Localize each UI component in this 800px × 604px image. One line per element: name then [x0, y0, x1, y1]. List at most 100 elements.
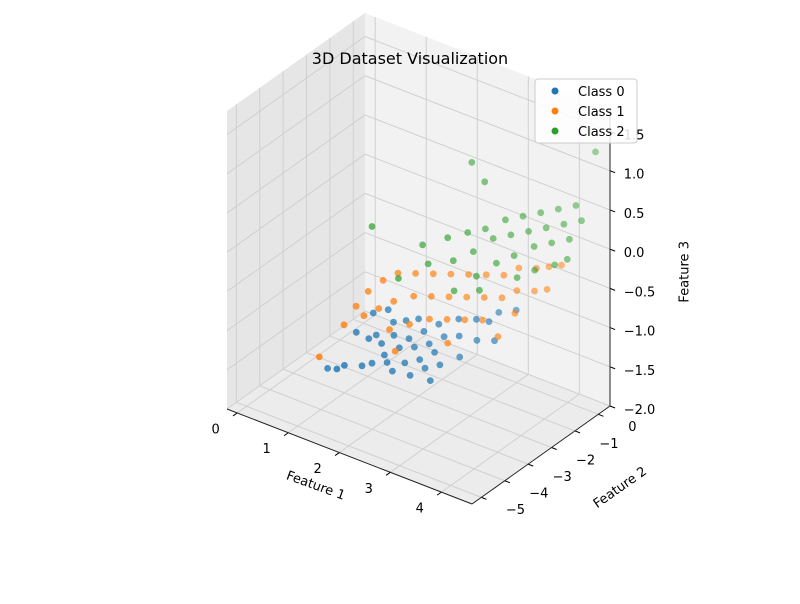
- data-point-class-0: [473, 336, 481, 344]
- gridline-x: [287, 334, 427, 434]
- data-point-class-1: [447, 270, 455, 278]
- gridline-z: [364, 232, 611, 329]
- data-point-class-2: [502, 216, 509, 224]
- tick-mark-x: [334, 452, 340, 456]
- data-point-class-2: [468, 159, 476, 166]
- data-point-class-0: [495, 309, 503, 316]
- gridline-z: [226, 232, 366, 331]
- data-point-class-0: [421, 364, 429, 372]
- data-point-class-1: [515, 264, 523, 272]
- data-point-class-0: [406, 372, 414, 379]
- z-axis-label: Feature 3: [677, 241, 692, 303]
- gridline-x: [339, 354, 478, 453]
- data-point-class-0: [401, 359, 409, 367]
- tick-mark-x: [385, 471, 391, 476]
- data-point-class-1: [444, 339, 452, 347]
- tick-mark-x: [436, 491, 442, 496]
- data-point-class-1: [428, 293, 435, 300]
- gridline-z: [226, 36, 366, 135]
- gridline-z: [364, 192, 611, 289]
- pane-left: [227, 13, 365, 409]
- data-point-class-1: [445, 293, 453, 301]
- tick-mark-z: [609, 287, 616, 291]
- tick-mark-z: [609, 248, 616, 252]
- data-point-class-2: [519, 212, 527, 220]
- data-point-class-2: [554, 205, 562, 213]
- data-point-class-2: [473, 272, 480, 280]
- tick-labels: 0 1 2 3 4 −5 −4 −3 −2 −1 0 −2.0 −1.5 −1.0 −0.5 0.0 0.5 1.…: [212, 129, 656, 519]
- data-point-class-1: [386, 326, 393, 333]
- data-point-class-0: [341, 362, 348, 369]
- data-point-class-0: [455, 332, 463, 340]
- data-point-class-0: [435, 320, 443, 328]
- legend-label-class-0: Class 0: [578, 85, 625, 100]
- data-point-class-1: [394, 269, 402, 277]
- gridline-z: [364, 114, 611, 211]
- legend-marker-class-2: [551, 127, 559, 135]
- data-point-class-2: [531, 266, 539, 274]
- data-point-class-1: [406, 320, 413, 328]
- data-point-class-1: [498, 294, 506, 302]
- y-tick-label: −3: [553, 470, 572, 485]
- legend-label-class-2: Class 2: [578, 125, 625, 140]
- gridline-z: [364, 153, 611, 250]
- x-tick-label: 3: [365, 482, 373, 497]
- data-point-class-2: [449, 257, 457, 265]
- data-point-class-0: [372, 331, 380, 339]
- data-point-class-2: [551, 261, 559, 269]
- data-point-class-0: [455, 315, 463, 323]
- data-point-class-1: [500, 271, 508, 279]
- data-point-class-0: [416, 356, 424, 363]
- data-point-class-0: [426, 377, 434, 384]
- data-point-class-2: [542, 224, 550, 232]
- data-point-class-1: [465, 271, 472, 278]
- data-point-class-0: [456, 353, 464, 361]
- data-point-class-2: [368, 223, 376, 230]
- data-point-class-2: [493, 259, 500, 267]
- x-axis-line: [226, 408, 473, 505]
- tick-mark-z: [609, 209, 616, 213]
- data-point-class-2: [513, 274, 521, 281]
- data-point-class-2: [482, 225, 489, 233]
- data-point-class-1: [511, 309, 519, 317]
- z-tick-label: −1.0: [624, 325, 656, 340]
- data-point-class-2: [419, 241, 426, 249]
- data-point-class-0: [440, 333, 448, 341]
- tick-mark-x: [283, 432, 289, 437]
- data-point-class-0: [485, 318, 493, 325]
- gridline-z: [364, 75, 611, 172]
- data-point-class-1: [480, 294, 488, 301]
- legend: Class 0 Class 1 Class 2: [534, 78, 638, 144]
- data-point-class-0: [436, 361, 444, 369]
- data-point-class-1: [531, 287, 538, 295]
- data-point-class-1: [364, 288, 372, 295]
- z-tick-label: −0.5: [624, 285, 656, 300]
- axis-lines: [226, 108, 616, 505]
- data-point-class-0: [368, 359, 376, 367]
- data-point-class-2: [530, 243, 538, 250]
- data-point-class-1: [352, 302, 360, 310]
- data-point-class-1: [443, 316, 451, 323]
- data-point-class-1: [391, 347, 399, 355]
- y-axis-line: [471, 405, 611, 505]
- data-point-class-1: [543, 286, 551, 293]
- data-point-class-1: [482, 271, 490, 279]
- data-point-class-2: [592, 148, 599, 156]
- tick-mark-y: [574, 430, 581, 434]
- data-point-class-2: [395, 275, 402, 282]
- data-point-class-0: [389, 367, 396, 375]
- x-tick-label: 2: [314, 462, 322, 477]
- gridline-z: [226, 114, 366, 214]
- y-tick-label: −2: [576, 453, 595, 468]
- gridline-x: [390, 373, 529, 473]
- y-tick-label: 0: [628, 420, 636, 435]
- data-point-class-0: [378, 340, 385, 347]
- data-point-class-1: [558, 261, 565, 269]
- gridline-y: [329, 335, 576, 432]
- gridline-y: [282, 368, 529, 465]
- legend-marker-class-1: [551, 107, 559, 115]
- gridline-y: [259, 385, 505, 482]
- data-point-class-1: [545, 263, 553, 271]
- z-tick-label: −1.5: [624, 364, 656, 379]
